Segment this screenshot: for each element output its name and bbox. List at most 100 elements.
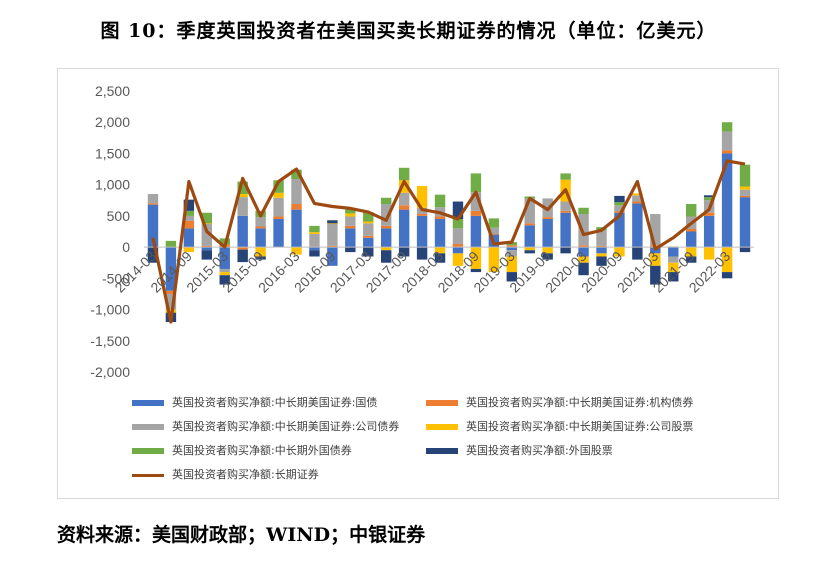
legend-swatch: [132, 400, 164, 406]
y-tick-label: 1,500: [95, 145, 130, 161]
legend-swatch: [132, 424, 164, 430]
bar-segment: [452, 253, 464, 266]
bar-segment: [596, 245, 607, 248]
bar-segment: [291, 179, 302, 205]
legend-label: 英国投资者购买净额:中长期美国证券:国债: [172, 396, 378, 409]
bar-segment: [470, 247, 482, 269]
bar-segment: [524, 250, 535, 254]
bar-segment: [650, 265, 661, 285]
bar-segment: [434, 216, 446, 220]
legend-item: 英国投资者购买净额:中长期美国证券:机构债券: [426, 393, 693, 413]
bar-segment: [721, 272, 733, 279]
bar-segment: [434, 253, 446, 263]
bar-segment: [452, 243, 464, 248]
bar-segment: [201, 245, 212, 248]
y-tick-label: 2,500: [95, 83, 130, 99]
bar-segment: [237, 247, 248, 250]
bar-segment: [542, 217, 553, 220]
bar-segment: [739, 197, 751, 248]
y-tick-label: 0: [122, 239, 130, 255]
bar-segment: [291, 247, 302, 255]
bar-segment: [542, 253, 553, 260]
bar-segment: [506, 256, 517, 273]
bar-segment: [183, 220, 195, 229]
bar-segment: [686, 204, 697, 217]
bar-segment: [273, 219, 284, 248]
bar-segment: [309, 225, 320, 233]
bar-segment: [578, 247, 589, 257]
bar-segment: [398, 247, 410, 257]
legend-label: 英国投资者购买净额:中长期美国证券:公司股票: [466, 420, 694, 433]
bar-segment: [739, 195, 751, 198]
bar-segment: [614, 195, 625, 203]
legend-swatch: [426, 424, 458, 430]
bar-segment: [560, 201, 571, 211]
bar-segment: [237, 194, 248, 198]
bar-segment: [434, 247, 446, 254]
bar-segment: [506, 245, 517, 248]
bar-segment: [345, 216, 356, 226]
bar-segment: [739, 164, 751, 187]
legend-label: 英国投资者购买净额:外国股票: [466, 444, 613, 457]
bar-segment: [739, 247, 751, 253]
bar-segment: [327, 245, 338, 248]
y-tick-label: 2,000: [95, 114, 130, 130]
y-tick-label: 1,000: [95, 177, 130, 193]
bar-segment: [309, 232, 320, 234]
bar-segment: [668, 256, 679, 263]
legend-swatch: [132, 473, 164, 477]
bar-segment: [632, 203, 643, 248]
bar-segment: [470, 210, 482, 216]
bar-segment: [363, 212, 374, 222]
bar-segment: [470, 215, 482, 248]
bar-segment: [703, 247, 715, 260]
bar-segment: [398, 205, 410, 210]
bar-segment: [381, 197, 392, 205]
bar-segment: [255, 247, 266, 257]
bar-segment: [416, 185, 428, 208]
bar-segment: [686, 229, 697, 232]
bar-segment: [542, 247, 553, 254]
bar-segment: [721, 247, 733, 273]
legend-item: 英国投资者购买净额:外国股票: [426, 441, 613, 461]
bar-segment: [506, 247, 517, 251]
chart-plot: 2,500 2,000 1,500 1,000 500 0 -500 -1,000 -1,500…: [90, 83, 754, 380]
bar-segment: [398, 180, 410, 193]
legend-item: 英国投资者购买净额:长期证券: [132, 465, 319, 485]
bar-segment: [614, 212, 625, 248]
bar-segment: [739, 186, 751, 190]
bar-segment: [237, 181, 248, 195]
bar-segment: [578, 256, 589, 263]
bar-segment: [506, 250, 517, 257]
figure-title: 图 10：季度英国投资者在美国买卖长期证券的情况（单位：亿美元）: [100, 20, 717, 42]
source-note: 资料来源：美国财政部；WIND；中银证券: [57, 524, 426, 546]
bar-segment: [542, 219, 553, 248]
bar-segment: [578, 245, 589, 248]
bar-segment: [560, 173, 571, 180]
chart-frame: 2,500 2,000 1,500 1,000 500 0 -500 -1,000 -1,500…: [57, 68, 779, 499]
bar-segment: [524, 225, 535, 248]
bar-segment: [614, 247, 625, 257]
legend-swatch: [426, 400, 458, 406]
bar-segment: [165, 290, 177, 294]
bar-segment: [650, 253, 661, 266]
bar-segment: [327, 220, 338, 224]
bar-segment: [363, 223, 374, 236]
bar-segment: [596, 256, 607, 266]
bar-segment: [345, 247, 356, 253]
bar-segment: [596, 247, 607, 254]
bar-segment: [273, 216, 284, 220]
bar-segment: [668, 272, 679, 282]
bar-segment: [506, 272, 517, 282]
bar-segment: [255, 256, 266, 260]
bar-segment: [721, 122, 733, 132]
bar-segment: [686, 231, 697, 248]
bar-segment: [237, 215, 248, 248]
bar-segment: [291, 169, 302, 180]
bar-segment: [452, 201, 464, 220]
bar-segment: [452, 219, 464, 229]
legend-label: 英国投资者购买净额:中长期美国证券:机构债券: [466, 396, 694, 409]
bar-segment: [201, 224, 212, 246]
legend-item: 英国投资者购买净额:中长期美国证券:国债: [132, 393, 377, 413]
bar-segment: [219, 247, 230, 269]
